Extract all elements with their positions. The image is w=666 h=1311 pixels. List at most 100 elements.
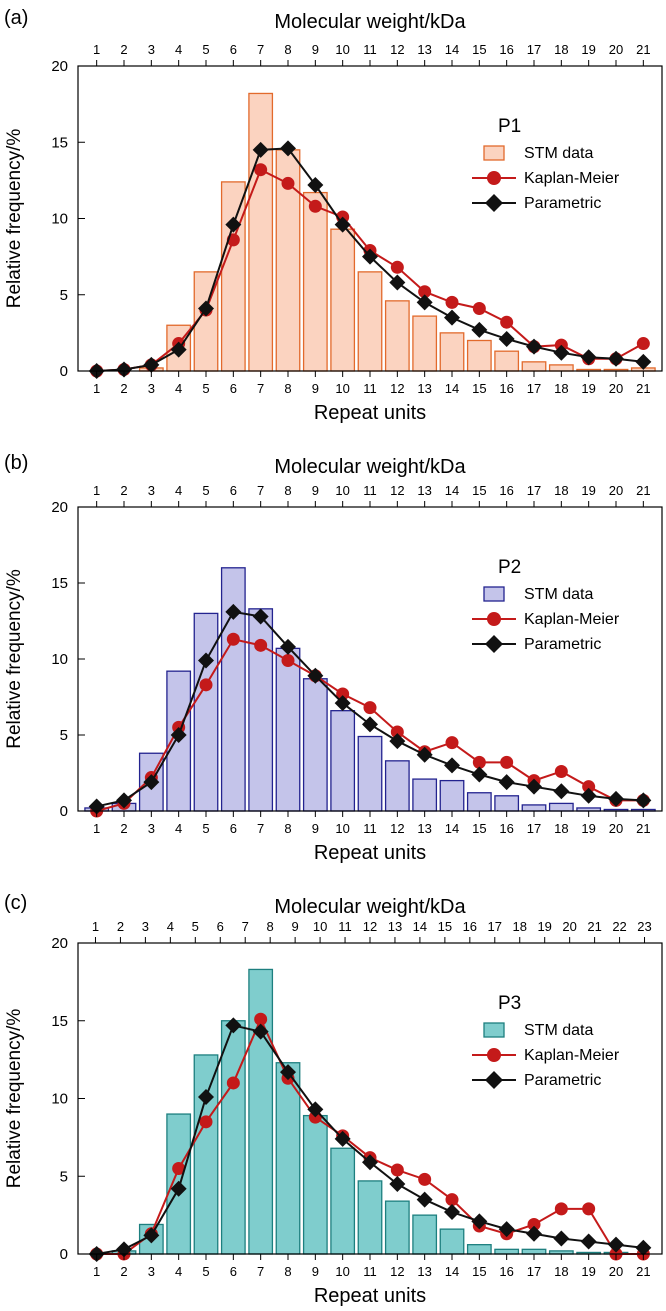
- kaplan-meier-point: [254, 1012, 268, 1026]
- bar-17: [521, 1248, 547, 1255]
- bar-15: [466, 339, 492, 372]
- y-tick-label: 0: [60, 363, 68, 380]
- parametric-point: [252, 608, 269, 625]
- parametric-point: [280, 140, 296, 157]
- legend-title: P2: [498, 557, 521, 578]
- x-tick-label: 12: [390, 381, 404, 396]
- x-tick-label: 7: [257, 381, 264, 396]
- top-tick-label: 5: [202, 42, 209, 57]
- x-tick-label: 21: [636, 381, 650, 396]
- x-tick-label: 15: [472, 821, 486, 836]
- top-tick-label: 5: [202, 483, 209, 498]
- top-tick-label: 14: [445, 42, 459, 57]
- parametric-point: [471, 766, 488, 783]
- x-tick-label: 4: [175, 381, 182, 396]
- x-tick-label: 5: [202, 381, 209, 396]
- bar-13: [412, 315, 438, 372]
- parametric-point: [444, 309, 460, 326]
- x-tick-label: 6: [230, 821, 237, 836]
- parametric-point: [334, 695, 351, 712]
- parametric-point: [225, 1017, 242, 1034]
- top-tick-label: 11: [363, 483, 377, 498]
- panel-label: (b): [4, 452, 28, 474]
- x-tick-label: 4: [175, 821, 182, 836]
- top-tick-label: 1: [93, 483, 100, 498]
- top-tick-label: 1: [93, 42, 100, 57]
- top-tick-label: 11: [338, 919, 352, 934]
- parametric-point: [608, 790, 624, 807]
- parametric-point: [307, 667, 324, 684]
- x-tick-label: 12: [390, 1264, 404, 1279]
- parametric-point: [307, 1101, 324, 1118]
- top-tick-label: 23: [637, 919, 651, 934]
- x-tick-label: 8: [284, 1264, 291, 1279]
- parametric-point: [362, 1154, 378, 1171]
- parametric-point: [416, 1191, 433, 1208]
- x-tick-label: 2: [120, 381, 127, 396]
- top-tick-label: 7: [257, 483, 264, 498]
- x-tick-label: 2: [120, 1264, 127, 1279]
- kaplan-meier-point: [500, 755, 514, 769]
- top-tick-label: 12: [363, 919, 377, 934]
- parametric-point: [608, 1236, 624, 1253]
- bar-6: [220, 1020, 246, 1255]
- kaplan-meier-point: [226, 1076, 240, 1090]
- x-tick-label: 17: [527, 381, 541, 396]
- bar-14: [439, 332, 465, 372]
- legend-swatch-marker: [485, 1071, 503, 1089]
- top-tick-label: 12: [390, 483, 404, 498]
- top-tick-label: 1: [92, 919, 99, 934]
- parametric-point: [498, 330, 515, 347]
- top-tick-label: 21: [587, 919, 601, 934]
- bar-12: [384, 300, 410, 372]
- bar-16: [494, 795, 520, 812]
- bar-14: [439, 1228, 465, 1255]
- parametric-point: [580, 787, 597, 804]
- y-tick-label: 15: [51, 1013, 68, 1030]
- x-tick-label: 19: [581, 821, 595, 836]
- top-axis-title: Molecular weight/kDa: [274, 896, 466, 918]
- parametric-point: [526, 778, 542, 795]
- x-tick-label: 3: [148, 821, 155, 836]
- top-tick-label: 13: [417, 42, 431, 57]
- kaplan-meier-point: [472, 301, 486, 315]
- x-tick-label: 8: [284, 821, 291, 836]
- legend-label: Kaplan-Meier: [524, 1047, 620, 1064]
- x-tick-label: 19: [581, 1264, 595, 1279]
- top-tick-label: 17: [527, 483, 541, 498]
- top-tick-label: 4: [167, 919, 174, 934]
- kaplan-meier-point: [527, 1217, 541, 1231]
- parametric-point: [362, 716, 378, 733]
- parametric-point: [444, 757, 460, 774]
- parametric-point: [526, 338, 542, 355]
- y-tick-label: 5: [60, 287, 68, 304]
- x-tick-label: 7: [257, 821, 264, 836]
- kaplan-meier-point: [500, 315, 514, 329]
- kaplan-meier-point: [172, 1161, 186, 1175]
- x-tick-label: 21: [636, 821, 650, 836]
- kaplan-meier-point: [199, 1115, 213, 1129]
- x-tick-label: 5: [202, 821, 209, 836]
- parametric-point: [225, 216, 242, 233]
- y-tick-label: 10: [51, 211, 68, 228]
- y-axis-title: Relative frequency/%: [4, 1009, 25, 1189]
- top-tick-label: 11: [363, 42, 377, 57]
- top-tick-label: 10: [313, 919, 327, 934]
- y-tick-label: 15: [51, 575, 68, 592]
- legend-swatch-marker: [487, 171, 501, 185]
- x-tick-label: 12: [390, 821, 404, 836]
- top-tick-label: 2: [120, 42, 127, 57]
- legend-swatch-marker: [487, 612, 501, 626]
- top-tick-label: 10: [335, 42, 349, 57]
- top-tick-label: 21: [636, 42, 650, 57]
- kaplan-meier-point: [281, 654, 295, 668]
- x-tick-label: 21: [636, 1264, 650, 1279]
- parametric-point: [334, 216, 351, 233]
- bar-12: [384, 760, 410, 812]
- kaplan-meier-point: [308, 199, 322, 213]
- kaplan-meier-point: [554, 1202, 568, 1216]
- x-tick-label: 9: [312, 381, 319, 396]
- bar-13: [412, 778, 438, 812]
- parametric-point: [389, 733, 406, 750]
- parametric-point: [608, 350, 624, 367]
